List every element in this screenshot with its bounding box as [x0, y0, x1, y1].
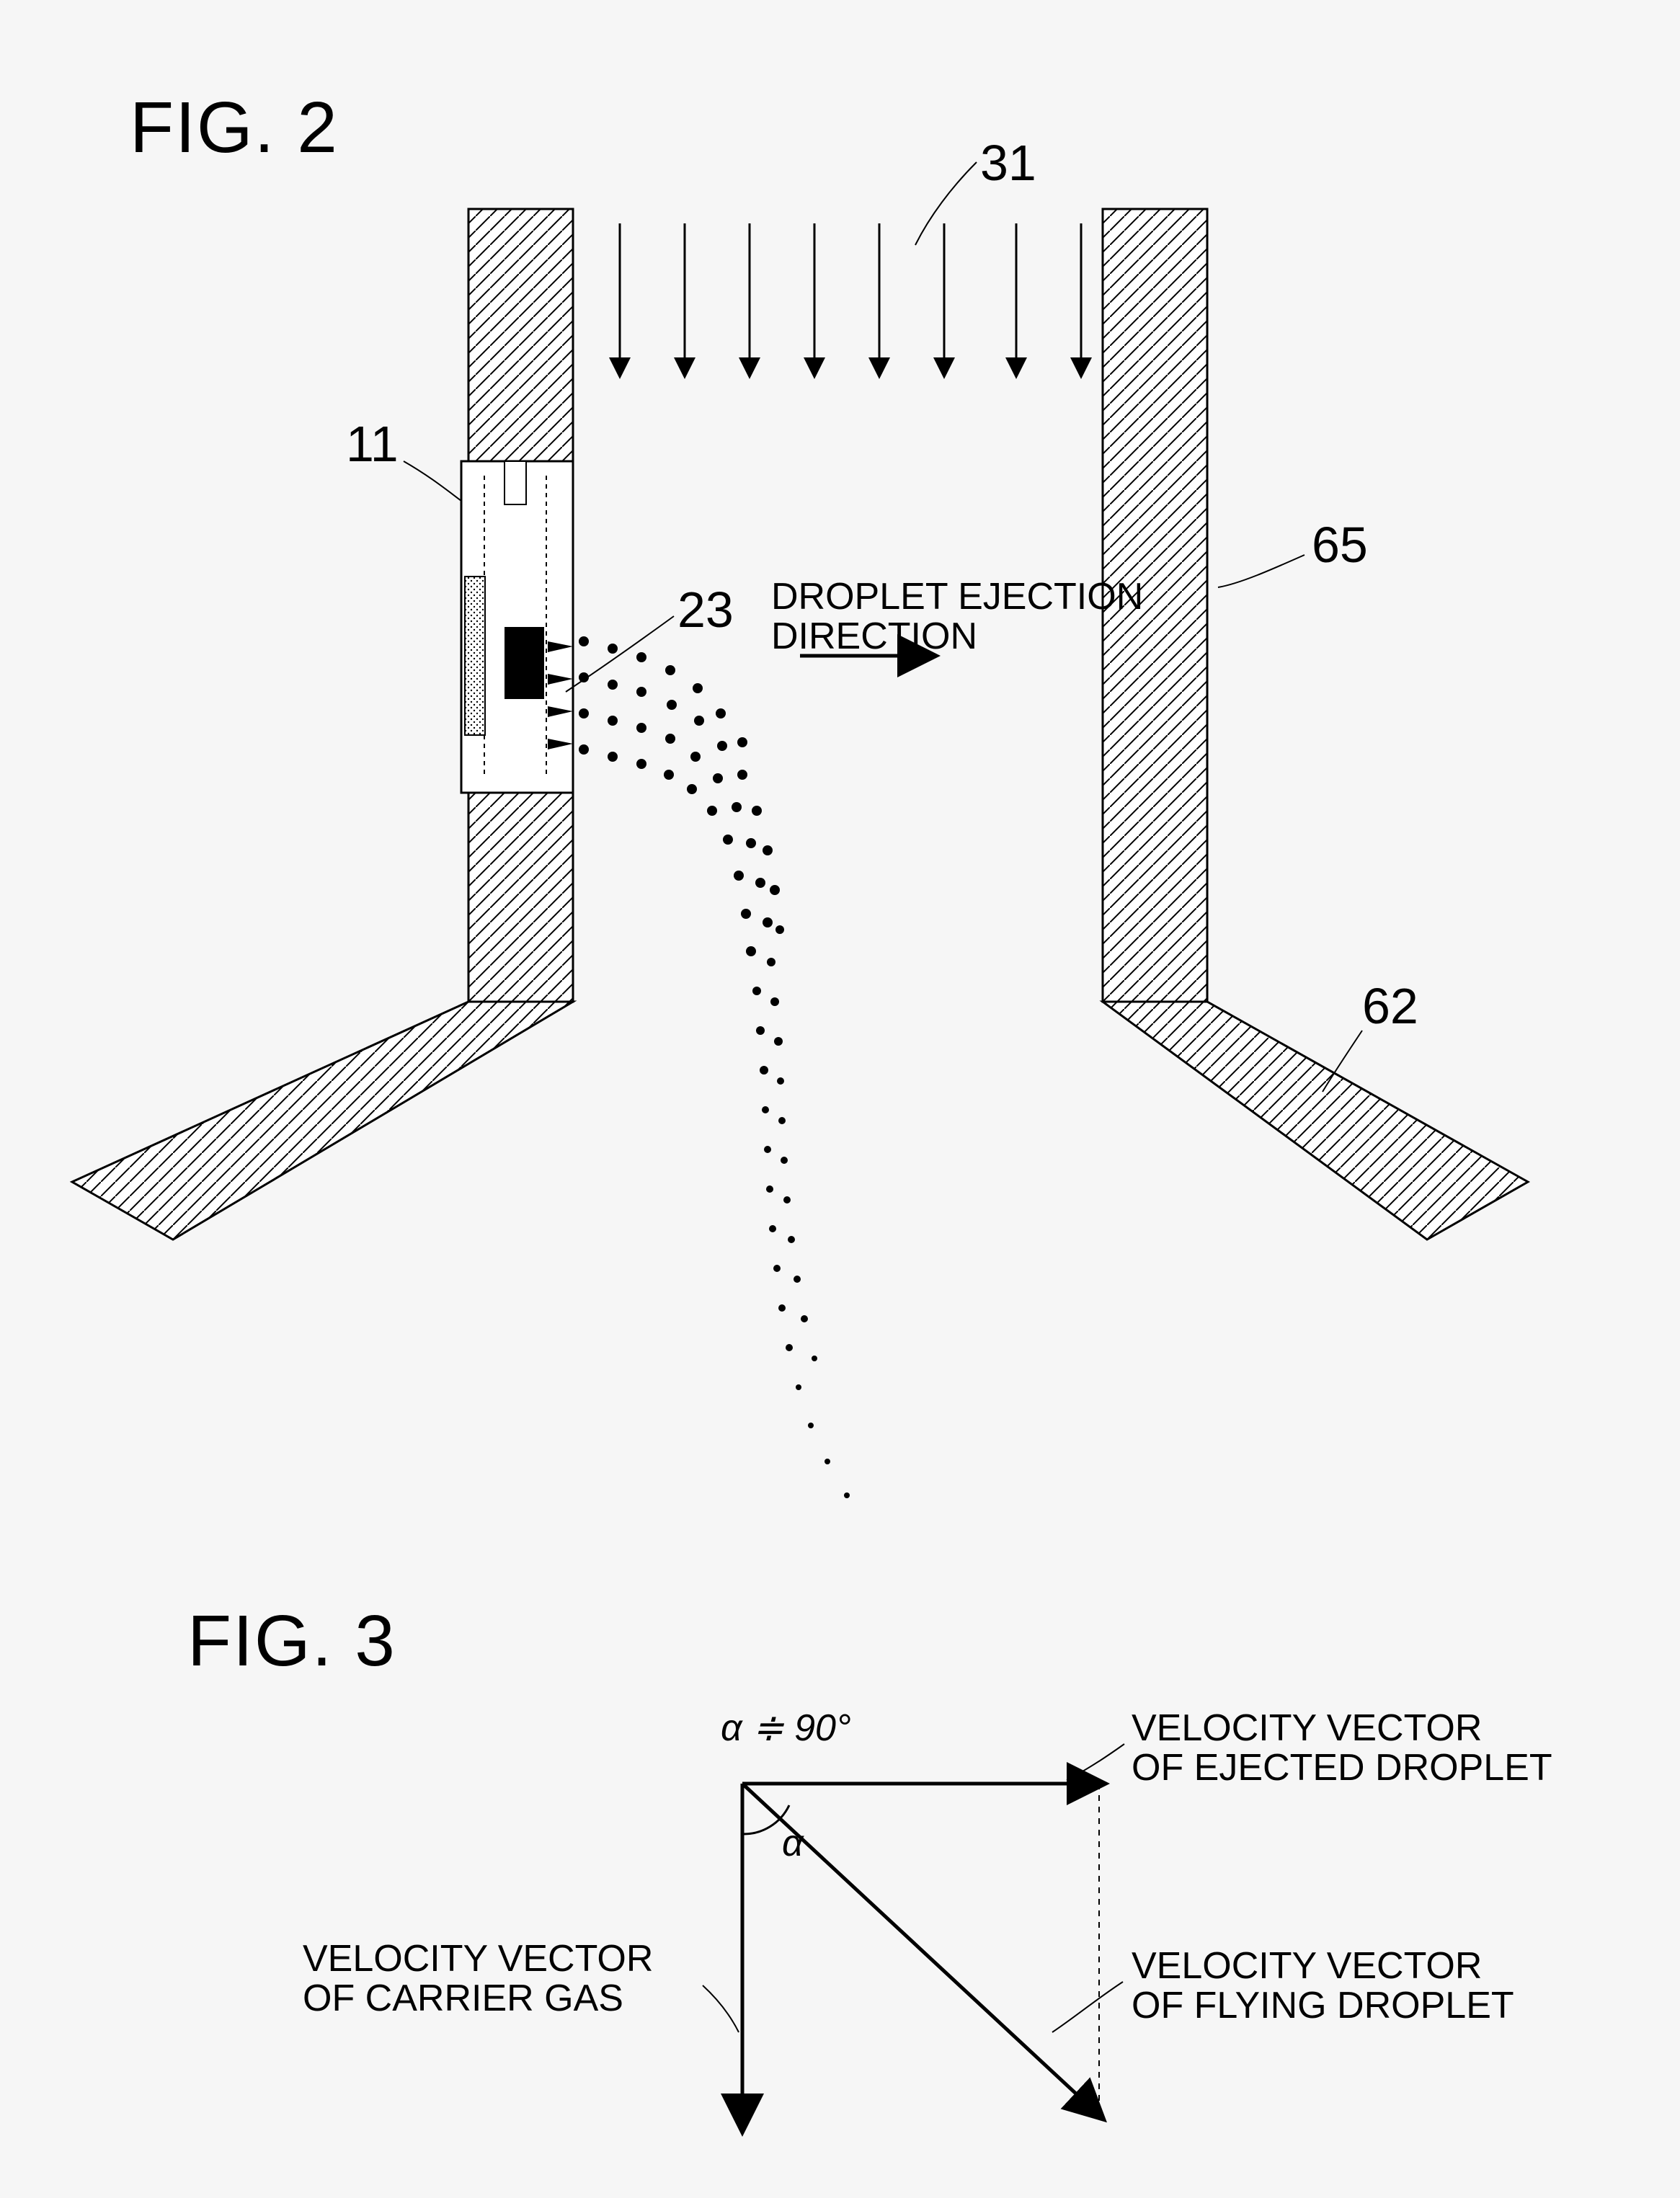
droplet-dot [608, 716, 618, 726]
droplet-dot [812, 1356, 817, 1361]
droplet-dot [760, 1066, 768, 1074]
droplet-dot [636, 652, 646, 662]
droplet-dot [737, 737, 747, 747]
droplet-dot [664, 770, 674, 780]
inkjet-head [461, 461, 573, 793]
droplet-dot [769, 1225, 776, 1232]
label-ejected-droplet: VELOCITY VECTOR OF EJECTED DROPLET [1132, 1707, 1583, 1789]
figure-3-diagram: α α ≑ 90° VELOCITY VECTOR OF EJECTED DRO… [0, 1549, 1680, 2198]
droplet-dot [636, 687, 646, 697]
droplet-dot [694, 716, 704, 726]
droplet-dot [741, 909, 751, 919]
droplet-dot [636, 759, 646, 769]
droplet-dot [723, 835, 733, 845]
ref-62: 62 [1362, 978, 1418, 1034]
droplet-dot [732, 802, 742, 812]
ref-11: 11 [346, 416, 399, 472]
droplet-dot [763, 917, 773, 927]
ref-31: 31 [980, 135, 1036, 191]
alpha-symbol: α [782, 1823, 804, 1864]
droplet-dot [778, 1117, 786, 1124]
ref-23: 23 [677, 582, 734, 638]
droplet-dot [667, 700, 677, 710]
droplet-dot [767, 958, 775, 966]
droplet-dot [693, 683, 703, 693]
callout-65 [1218, 555, 1305, 587]
right-foot [1103, 1002, 1528, 1240]
droplet-dot [752, 806, 762, 816]
droplet-dot [608, 752, 618, 762]
droplet-dot [762, 1106, 769, 1113]
droplet-dot [778, 1304, 786, 1312]
droplet-dot [713, 773, 723, 783]
callout-23 [566, 616, 674, 692]
figure-2-diagram: 31 11 23 65 62 DROPLET EJECTION DIRECTIO… [0, 0, 1680, 1549]
callout-flying [1052, 1982, 1123, 2032]
droplet-dot [786, 1344, 793, 1351]
droplet-dot [775, 925, 784, 934]
droplet-dot [788, 1236, 795, 1243]
droplet-stream [579, 636, 850, 1498]
droplet-dot [608, 644, 618, 654]
droplet-dot [801, 1315, 808, 1322]
callout-31 [915, 162, 977, 245]
droplet-dot [808, 1423, 814, 1428]
callout-11 [404, 461, 461, 501]
droplet-dot [755, 878, 765, 888]
droplet-dot [752, 987, 761, 995]
droplet-dot [764, 1146, 771, 1153]
droplet-dot [687, 784, 697, 794]
droplet-dot [579, 636, 589, 646]
droplet-dot [763, 845, 773, 855]
label-flying-droplet: VELOCITY VECTOR OF FLYING DROPLET [1132, 1945, 1545, 2026]
droplet-dot [774, 1037, 783, 1046]
droplet-dot [665, 665, 675, 675]
droplet-dot [796, 1384, 801, 1390]
angle-label: α ≑ 90° [721, 1707, 851, 1749]
droplet-dot [844, 1492, 850, 1498]
droplet-dot [579, 744, 589, 755]
droplet-dot [773, 1265, 781, 1272]
droplet-dot [665, 734, 675, 744]
droplet-dot [794, 1276, 801, 1283]
droplet-dot [777, 1077, 784, 1085]
droplet-dot [746, 838, 756, 848]
droplet-dot [770, 885, 780, 895]
droplet-dot [781, 1157, 788, 1164]
droplet-dot [579, 708, 589, 718]
droplet-dot [825, 1459, 830, 1464]
droplet-dot [756, 1026, 765, 1035]
callout-ejected [1067, 1744, 1124, 1780]
droplet-dot [770, 997, 779, 1006]
droplet-dot [717, 741, 727, 751]
callout-carrier [703, 1985, 739, 2032]
droplet-dot [690, 752, 701, 762]
label-carrier-gas: VELOCITY VECTOR OF CARRIER GAS [303, 1938, 706, 2019]
droplet-dot [608, 680, 618, 690]
droplet-dot [783, 1196, 791, 1203]
droplet-dot [746, 946, 756, 956]
droplet-dot [737, 770, 747, 780]
droplet-dot [766, 1185, 773, 1193]
ref-65: 65 [1312, 517, 1368, 573]
droplet-dot [636, 723, 646, 733]
droplet-dot [734, 871, 744, 881]
droplet-dot [707, 806, 717, 816]
carrier-gas-arrows [620, 223, 1081, 375]
droplet-dot [716, 708, 726, 718]
left-foot [72, 1002, 573, 1240]
